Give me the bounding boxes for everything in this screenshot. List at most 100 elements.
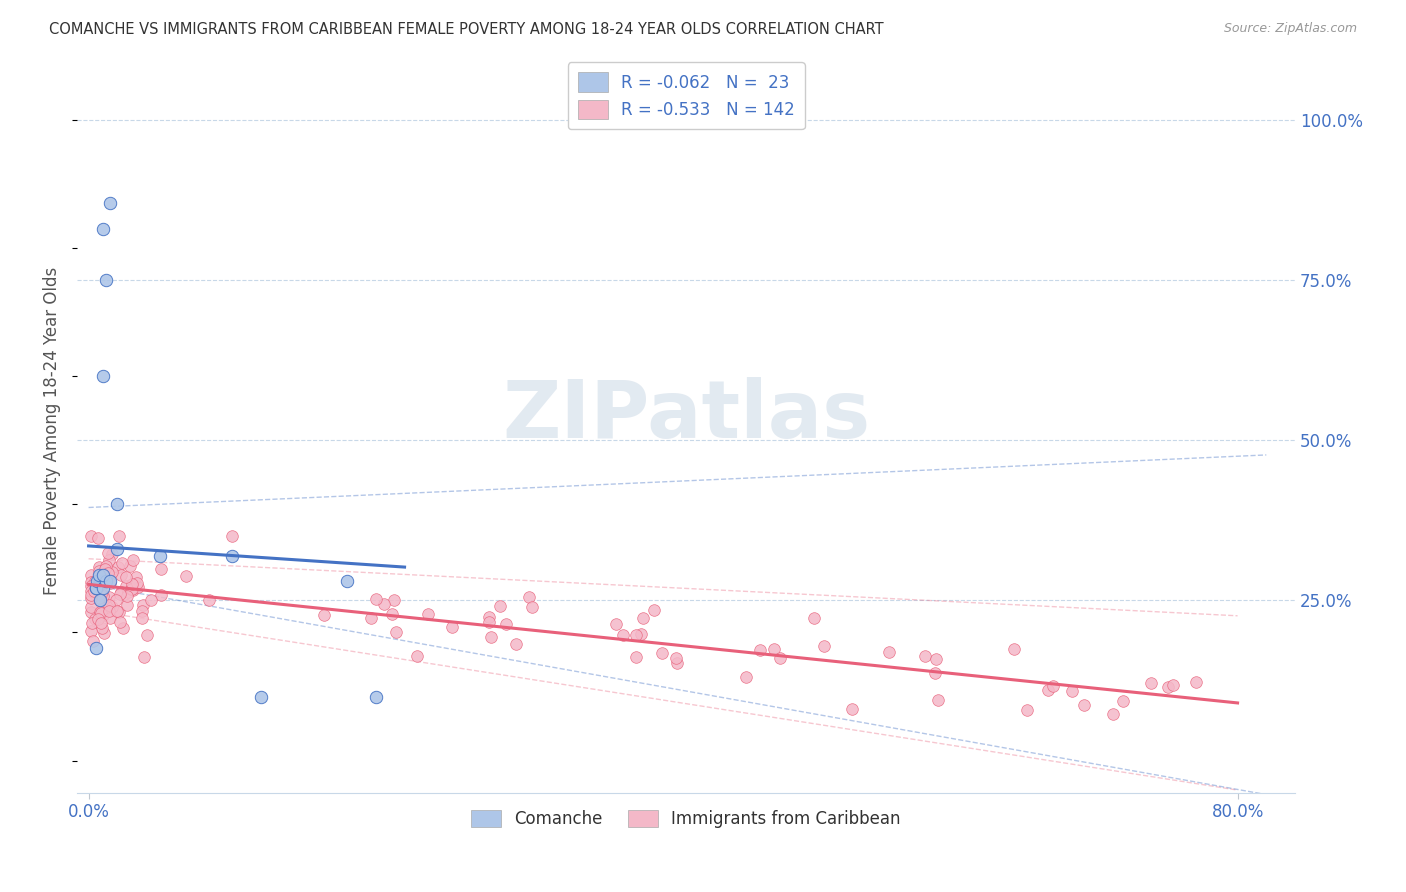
Point: [121, 582, 143, 596]
Point: [198, 593, 221, 607]
Point: [87, 580, 110, 594]
Point: [914, 648, 936, 663]
Point: [520, 599, 543, 614]
Point: [118, 559, 141, 574]
Point: [122, 583, 145, 598]
Point: [1073, 698, 1095, 712]
Point: [83, 583, 105, 598]
Point: [87, 612, 110, 626]
Point: [91, 590, 114, 604]
Point: [87, 591, 110, 605]
Point: [605, 616, 627, 631]
Point: [364, 690, 387, 704]
Point: [90, 607, 112, 621]
Point: [90, 583, 112, 598]
Point: [98, 574, 121, 589]
Point: [96, 566, 118, 580]
Point: [112, 621, 135, 635]
Point: [505, 637, 527, 651]
Point: [117, 585, 139, 599]
Point: [924, 665, 946, 680]
Point: [612, 628, 634, 642]
Point: [132, 599, 155, 613]
Point: [86, 574, 108, 589]
Point: [769, 650, 792, 665]
Point: [763, 642, 786, 657]
Point: [336, 574, 359, 589]
Point: [80, 584, 103, 599]
Point: [89, 583, 111, 598]
Point: [89, 559, 111, 574]
Point: [86, 531, 108, 545]
Point: [93, 625, 115, 640]
Point: [149, 549, 172, 563]
Point: [108, 605, 131, 619]
Point: [139, 593, 162, 607]
Point: [96, 559, 118, 574]
Point: [1002, 641, 1025, 656]
Point: [441, 620, 464, 634]
Point: [813, 639, 835, 653]
Point: [93, 607, 115, 622]
Point: [83, 574, 105, 589]
Point: [150, 562, 173, 576]
Point: [84, 586, 107, 600]
Point: [100, 566, 122, 580]
Point: [101, 600, 124, 615]
Point: [405, 648, 427, 663]
Point: [1112, 694, 1135, 708]
Point: [84, 641, 107, 656]
Point: [80, 591, 103, 605]
Point: [93, 599, 115, 613]
Point: [631, 610, 654, 624]
Point: [104, 603, 127, 617]
Point: [1015, 703, 1038, 717]
Point: [80, 605, 103, 619]
Point: [364, 592, 387, 607]
Point: [643, 603, 665, 617]
Point: [84, 576, 107, 591]
Point: [87, 567, 110, 582]
Point: [360, 610, 382, 624]
Point: [94, 273, 117, 287]
Point: [84, 612, 107, 626]
Point: [122, 553, 145, 567]
Point: [665, 650, 688, 665]
Point: [250, 690, 273, 704]
Point: [1161, 678, 1184, 692]
Point: [115, 569, 138, 583]
Point: [89, 574, 111, 589]
Point: [89, 574, 111, 589]
Point: [108, 587, 131, 601]
Point: [98, 598, 121, 612]
Point: [1042, 679, 1064, 693]
Point: [127, 580, 149, 594]
Point: [89, 593, 111, 607]
Point: [517, 591, 540, 605]
Point: [221, 549, 243, 563]
Point: [94, 562, 117, 576]
Point: [382, 593, 405, 607]
Point: [373, 597, 395, 611]
Point: [84, 581, 107, 595]
Point: [108, 615, 131, 629]
Point: [80, 529, 103, 543]
Point: [80, 624, 103, 639]
Point: [1157, 681, 1180, 695]
Point: [841, 702, 863, 716]
Point: [418, 607, 440, 621]
Point: [125, 569, 148, 583]
Point: [91, 567, 114, 582]
Point: [98, 590, 121, 604]
Point: [478, 609, 501, 624]
Point: [877, 645, 900, 659]
Point: [131, 610, 153, 624]
Point: [82, 634, 104, 648]
Point: [91, 369, 114, 384]
Point: [925, 652, 948, 666]
Point: [97, 566, 120, 580]
Point: [749, 643, 772, 657]
Point: [90, 616, 112, 631]
Point: [93, 602, 115, 616]
Point: [1036, 683, 1059, 698]
